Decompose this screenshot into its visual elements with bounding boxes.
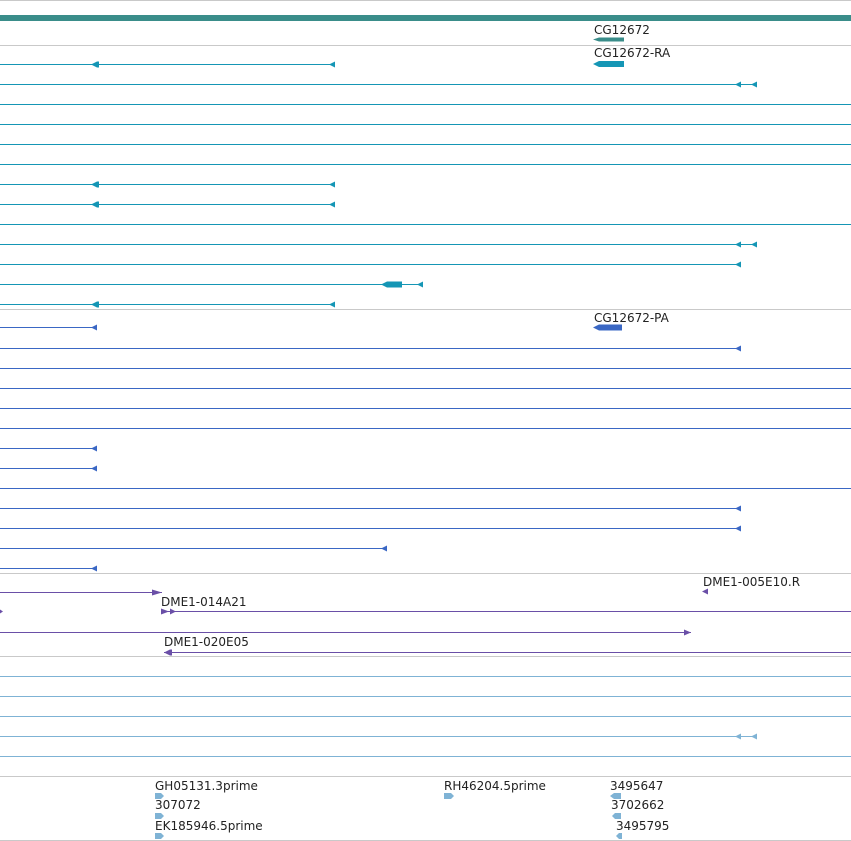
transcript-row[interactable] <box>0 301 335 308</box>
clone-row[interactable] <box>0 608 851 615</box>
forward-strand-arrow-icon <box>170 608 176 615</box>
protein-row[interactable] <box>0 545 387 552</box>
protein-row[interactable] <box>0 565 97 572</box>
clone-row[interactable] <box>0 589 162 596</box>
reverse-strand-arrow-icon <box>735 733 741 740</box>
reverse-strand-arrow-icon <box>751 733 757 740</box>
reverse-strand-arrow-icon <box>417 281 423 288</box>
forward-strand-arrow-icon[interactable] <box>444 793 454 799</box>
clone-row[interactable] <box>164 649 851 656</box>
est-row[interactable] <box>0 733 757 740</box>
forward-strand-arrow-icon <box>161 608 169 615</box>
gene-label[interactable]: CG12672 <box>594 23 650 37</box>
gene-track[interactable]: CG12672 <box>0 15 851 42</box>
clone-label[interactable]: DME1-005E10.R <box>703 575 800 589</box>
reverse-strand-arrow-icon <box>329 61 335 68</box>
transcript-row[interactable] <box>0 61 335 68</box>
transcript-row[interactable] <box>0 81 757 88</box>
gene-feature-glyph[interactable] <box>593 37 624 42</box>
protein-row[interactable] <box>0 445 97 452</box>
protein-feature-glyph[interactable] <box>593 324 622 331</box>
protein-row[interactable] <box>0 525 741 532</box>
transcript-row[interactable] <box>0 241 757 248</box>
clone-row[interactable] <box>0 629 691 636</box>
est-label[interactable]: 3495647 <box>610 779 663 793</box>
reverse-strand-arrow-icon[interactable] <box>612 813 621 819</box>
protein-row[interactable] <box>0 465 97 472</box>
est-feature-list[interactable]: GH05131.3prime RH46204.5prime 3495647 30… <box>155 779 669 839</box>
reverse-strand-arrow-icon <box>329 301 335 308</box>
mrna-exon-block <box>381 281 402 288</box>
reverse-strand-arrow-icon <box>91 181 99 188</box>
clone-feature-glyph[interactable] <box>702 588 708 595</box>
protein-row[interactable] <box>0 324 97 331</box>
reverse-strand-arrow-icon <box>735 525 741 532</box>
forward-strand-arrow-icon <box>684 629 691 636</box>
protein-label[interactable]: CG12672-PA <box>594 311 670 325</box>
reverse-strand-arrow-icon <box>735 345 741 352</box>
reverse-strand-arrow-icon <box>91 565 97 572</box>
reverse-strand-arrow-icon <box>735 241 741 248</box>
reverse-strand-arrow-icon <box>751 241 757 248</box>
est-label[interactable]: 3702662 <box>611 798 664 812</box>
reverse-strand-arrow-icon <box>91 324 97 331</box>
est-label[interactable]: RH46204.5prime <box>444 779 546 793</box>
transcript-row[interactable] <box>0 281 423 288</box>
reverse-strand-arrow-icon <box>751 81 757 88</box>
protein-row[interactable] <box>0 505 741 512</box>
forward-strand-arrow-icon <box>0 609 3 614</box>
reverse-strand-arrow-icon <box>735 505 741 512</box>
forward-strand-arrow-icon <box>152 589 162 596</box>
reverse-strand-arrow-icon <box>329 201 335 208</box>
transcript-row[interactable] <box>0 261 741 268</box>
forward-strand-arrow-icon[interactable] <box>155 813 164 819</box>
reverse-strand-arrow-icon <box>91 61 99 68</box>
reverse-strand-arrow-icon <box>91 445 97 452</box>
gene-span-bar[interactable] <box>0 15 851 21</box>
est-label[interactable]: GH05131.3prime <box>155 779 258 793</box>
clone-label[interactable]: DME1-020E05 <box>164 635 249 649</box>
reverse-strand-arrow-icon <box>91 465 97 472</box>
reverse-strand-arrow-icon <box>91 201 99 208</box>
reverse-strand-arrow-icon[interactable] <box>610 793 621 799</box>
clone-label[interactable]: DME1-014A21 <box>161 595 247 609</box>
reverse-strand-arrow-icon <box>735 81 741 88</box>
protein-track[interactable]: CG12672-PA <box>0 311 851 572</box>
forward-strand-arrow-icon[interactable] <box>155 793 164 799</box>
mrna-label[interactable]: CG12672-RA <box>594 46 671 60</box>
forward-strand-arrow-icon[interactable] <box>155 833 164 839</box>
reverse-strand-arrow-icon <box>329 181 335 188</box>
clone-track[interactable]: DME1-005E10.R DME1-014A21 DME1-020E05 <box>0 575 851 656</box>
reverse-strand-arrow-icon <box>735 261 741 268</box>
est-label[interactable]: 3495795 <box>616 819 669 833</box>
protein-row[interactable] <box>0 345 741 352</box>
transcript-row[interactable] <box>0 181 335 188</box>
reverse-strand-arrow-icon <box>164 649 172 656</box>
mrna-feature-glyph[interactable] <box>593 61 624 67</box>
est-label[interactable]: 307072 <box>155 798 201 812</box>
reverse-strand-arrow-icon <box>91 301 99 308</box>
est-label[interactable]: EK185946.5prime <box>155 819 263 833</box>
est-track[interactable] <box>0 676 851 757</box>
transcript-row[interactable] <box>0 201 335 208</box>
reverse-strand-arrow-icon[interactable] <box>616 833 622 839</box>
reverse-strand-arrow-icon <box>381 545 387 552</box>
mrna-track[interactable]: CG12672-RA <box>0 46 851 308</box>
